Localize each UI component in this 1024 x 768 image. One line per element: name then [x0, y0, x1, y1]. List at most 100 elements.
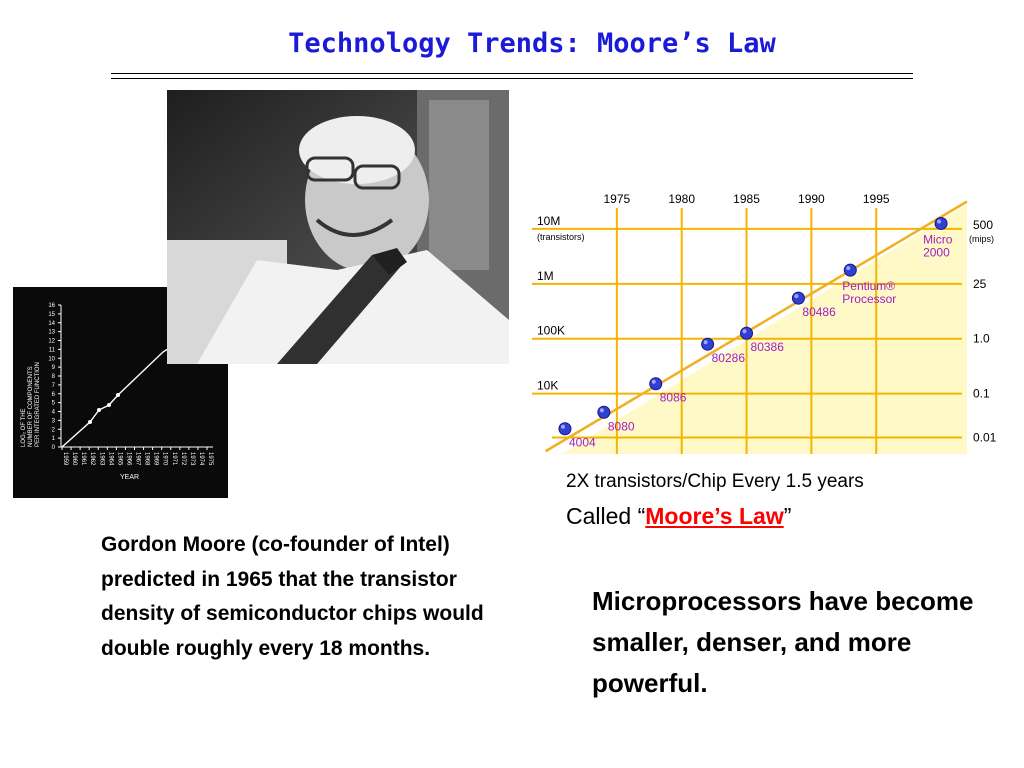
old-graph-y-tick-label: 14 — [48, 321, 55, 327]
chart-point — [791, 291, 805, 305]
moores-law-chart-svg: 1975 1980 1985 1990 1995 10M(transistors)1M1… — [532, 192, 997, 454]
chart-point-highlight — [742, 329, 747, 334]
chart-trend-line — [544, 200, 968, 453]
old-graph-x-tick-label: 1961 — [80, 452, 86, 466]
chart-point-highlight — [651, 379, 656, 384]
old-graph-y-tick-label: 7 — [52, 383, 56, 389]
old-graph-trend-line — [61, 346, 172, 448]
chart-point — [558, 422, 572, 436]
old-graph-point — [88, 420, 92, 424]
chart-point — [934, 216, 948, 230]
chart-point — [740, 326, 754, 340]
old-graph-x-tick-label: 1971 — [171, 452, 177, 466]
old-graph-point — [97, 408, 101, 412]
chart-point-label: Micro — [923, 232, 953, 246]
gordon-moore-photo — [167, 90, 509, 364]
chart-x-ticks: 1975 1980 1985 1990 1995 — [603, 192, 889, 206]
title-rule-top — [111, 73, 913, 74]
old-graph-x-tick-label: 1960 — [71, 452, 77, 466]
old-graph-y-tick-label: 11 — [49, 347, 56, 353]
chart-trend — [544, 200, 968, 453]
chart-right-tick-label: 500 — [973, 218, 993, 232]
old-graph-x-tick-label: 1959 — [62, 452, 68, 466]
chart-left-tick-label: 100K — [537, 324, 565, 338]
old-graph-y-tick-label: 2 — [52, 427, 56, 433]
old-graph-x-tick-label: 1966 — [125, 452, 131, 466]
chart-point-highlight — [794, 294, 799, 299]
old-graph-y-label-line: PER INTEGRATED FUNCTION — [35, 362, 41, 447]
chart-right-tick-label: 25 — [973, 277, 987, 291]
old-graph-y-tick-label: 8 — [52, 374, 56, 380]
chart-right-tick-label: 0.01 — [973, 431, 997, 445]
chart-point-label: 8080 — [608, 419, 635, 433]
chart-point-label: 2000 — [923, 245, 950, 259]
old-graph-x-tick-label: 1975 — [207, 452, 213, 466]
chart-point-label: Pentium® — [842, 279, 895, 293]
chart-background-fill — [562, 204, 967, 454]
old-graph-x-tick-label: 1962 — [89, 452, 95, 466]
old-graph-point — [107, 403, 111, 407]
old-graph-x-tick-label: 1964 — [107, 452, 113, 466]
caption-called: Called “Moore’s Law” — [566, 503, 791, 530]
chart-point-highlight — [599, 408, 604, 413]
old-graph-y-tick-label: 5 — [52, 401, 56, 407]
old-graph-x-tick-label: 1973 — [189, 452, 195, 466]
chart-point-label: 80386 — [751, 340, 785, 354]
chart-point — [843, 263, 857, 277]
chart-right-tick-label: 0.1 — [973, 387, 990, 401]
moores-law-link[interactable]: Moore’s Law — [645, 503, 784, 529]
old-graph-y-tick-label: 16 — [48, 303, 55, 309]
chart-point-label: 4004 — [569, 436, 596, 450]
chart-point-label: 80286 — [712, 351, 746, 365]
old-graph-x-label: YEAR — [120, 474, 139, 481]
chart-right-tick-label: 1.0 — [973, 332, 990, 346]
chart-left-tick-label: 1M — [537, 269, 554, 283]
chart-x-tick-label: 1985 — [733, 192, 760, 206]
old-graph-x-tick-label: 1969 — [153, 452, 159, 466]
chart-x-tick-label: 1975 — [603, 192, 630, 206]
old-graph-x-tick-label: 1963 — [98, 452, 104, 466]
chart-left-tick-label: 10M — [537, 214, 560, 228]
old-graph-y-tick-label: 1 — [52, 436, 56, 442]
chart-point — [597, 405, 611, 419]
chart-points: 4004 8080 8086 80286 80386 80486 Pentium®Proce… — [558, 216, 953, 450]
old-graph-y-tick-label: 13 — [48, 330, 55, 336]
chart-right-ticks: 500 (mips) 25 1.0 0.1 0.01 — [969, 218, 997, 445]
chart-x-tick-label: 1980 — [668, 192, 695, 206]
caption-called-suffix: ” — [783, 503, 792, 529]
old-graph-y-tick-label: 10 — [48, 356, 55, 362]
old-graph-x-ticks: 1959 1960 1961 1962 1963 1964 1965 1966 1967 1968… — [61, 447, 213, 466]
old-graph-y-tick-label: 4 — [52, 410, 56, 416]
chart-point-highlight — [937, 219, 942, 224]
old-graph-x-tick-label: 1970 — [162, 452, 168, 466]
chart-point — [649, 377, 663, 391]
old-graph-x-tick-label: 1972 — [180, 452, 186, 466]
chart-point-highlight — [560, 424, 565, 429]
old-graph-x-tick-label: 1965 — [116, 452, 122, 466]
chart-left-tick-label: 10K — [537, 379, 558, 393]
old-graph-y-tick-label: 3 — [52, 418, 56, 424]
chart-point-highlight — [703, 340, 708, 345]
old-graph-x-tick-label: 1967 — [135, 452, 141, 466]
caption-called-prefix: Called “ — [566, 503, 646, 529]
old-graph-y-tick-label: 9 — [52, 365, 56, 371]
slide-title: Technology Trends: Moore’s Law — [288, 28, 776, 59]
chart-left-tick-sublabel: (transistors) — [537, 232, 585, 242]
old-graph-y-label-line: NUMBER OF COMPONENTS — [28, 366, 34, 447]
chart-point-label: 80486 — [802, 305, 836, 319]
old-graph-y-label-line: LOG₂ OF THE — [21, 408, 27, 447]
old-graph-y-tick-label: 15 — [48, 312, 55, 318]
old-graph-x-tick-label: 1974 — [198, 452, 204, 466]
caption-doubling: 2X transistors/Chip Every 1.5 years — [566, 471, 864, 492]
gordon-moore-paragraph: Gordon Moore (co-founder of Intel) predi… — [101, 533, 484, 660]
old-graph-y-tick-label: 6 — [52, 392, 56, 398]
old-graph-point — [116, 393, 120, 397]
old-graph-y-tick-label: 0 — [52, 445, 56, 451]
chart-point — [701, 337, 715, 351]
chart-right-tick-sublabel: (mips) — [969, 234, 994, 244]
chart-point-highlight — [846, 266, 851, 271]
old-graph-x-tick-label: 1968 — [144, 452, 150, 466]
chart-point-label: 8086 — [660, 391, 687, 405]
